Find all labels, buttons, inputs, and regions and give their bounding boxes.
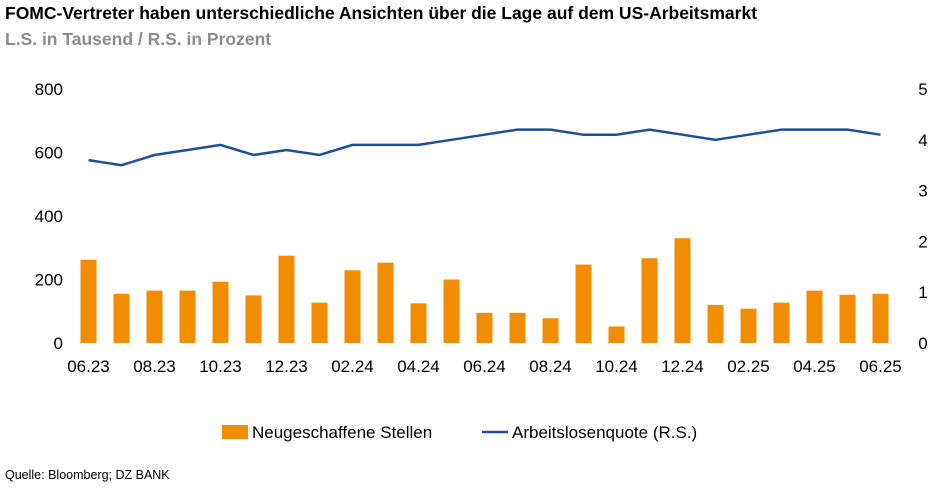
- chart-subtitle: L.S. in Tausend / R.S. in Prozent: [5, 29, 272, 49]
- x-axis-tick-label: 10.24: [595, 357, 638, 376]
- x-axis-tick-label: 04.24: [397, 357, 440, 376]
- bar: [113, 293, 130, 343]
- line-series-path: [88, 128, 881, 167]
- x-axis-tick-label: 08.24: [529, 357, 572, 376]
- x-axis-tick-label: 02.24: [331, 357, 374, 376]
- x-axis-tick-label: 08.23: [133, 357, 176, 376]
- x-axis-ticks: 06.23 08.23 10.23 12.23 02.24 04.24 06.24 08.24…: [67, 357, 902, 376]
- bar: [179, 290, 196, 343]
- bar: [674, 238, 691, 343]
- x-axis-tick-label: 06.24: [463, 357, 506, 376]
- left-axis-tick-label: 400: [35, 207, 63, 226]
- left-axis-tick-label: 600: [35, 144, 63, 163]
- left-axis-tick-label: 200: [35, 271, 63, 290]
- bar: [377, 262, 394, 343]
- legend-label-line: Arbeitslosenquote (R.S.): [512, 423, 697, 442]
- x-axis-tick-label: 02.25: [727, 357, 770, 376]
- bar-series: [80, 238, 889, 343]
- x-axis-tick-label: 12.23: [265, 357, 308, 376]
- legend-swatch-bars: [222, 425, 248, 439]
- bar: [344, 270, 361, 343]
- legend: Neugeschaffene Stellen Arbeitslosenquote…: [222, 423, 697, 442]
- bar: [245, 295, 262, 343]
- bar: [641, 258, 658, 343]
- bar: [773, 302, 790, 343]
- x-axis-tick-label: 04.25: [793, 357, 836, 376]
- chart-title: FOMC-Vertreter haben unterschiedliche An…: [5, 3, 758, 23]
- bar: [839, 294, 856, 343]
- bar: [146, 290, 163, 343]
- x-axis-tick-label: 12.24: [661, 357, 704, 376]
- bar: [278, 255, 295, 343]
- source-note: Quelle: Bloomberg; DZ BANK: [5, 468, 170, 482]
- bar: [311, 302, 328, 343]
- bar: [740, 308, 757, 343]
- right-axis-tick-label: 4: [918, 131, 927, 150]
- chart: 0 200 400 600 800 0 1 2 3 4 5 06.23 08.23 10.23 12.2…: [35, 80, 928, 442]
- bar: [80, 259, 97, 343]
- bar: [509, 312, 526, 343]
- right-axis-tick-label: 2: [918, 232, 927, 251]
- bar: [542, 318, 559, 343]
- left-axis-ticks: 0 200 400 600 800: [35, 80, 63, 353]
- left-axis-tick-label: 0: [54, 334, 63, 353]
- bar: [212, 281, 229, 343]
- bar: [443, 279, 460, 343]
- right-axis-tick-label: 5: [918, 80, 927, 99]
- bar: [806, 290, 823, 343]
- bar: [608, 326, 625, 343]
- bar: [476, 312, 493, 343]
- x-axis-tick-label: 06.25: [859, 357, 902, 376]
- left-axis-tick-label: 800: [35, 80, 63, 99]
- right-axis-tick-label: 1: [918, 283, 927, 302]
- x-axis-tick-label: 06.23: [67, 357, 110, 376]
- right-axis-tick-label: 3: [918, 182, 927, 201]
- bar: [872, 293, 889, 343]
- legend-label-bars: Neugeschaffene Stellen: [252, 423, 432, 442]
- x-axis-tick-label: 10.23: [199, 357, 242, 376]
- bar: [707, 304, 724, 343]
- bar: [410, 303, 427, 343]
- right-axis-ticks: 0 1 2 3 4 5: [918, 80, 927, 353]
- right-axis-tick-label: 0: [918, 334, 927, 353]
- bar: [575, 264, 592, 343]
